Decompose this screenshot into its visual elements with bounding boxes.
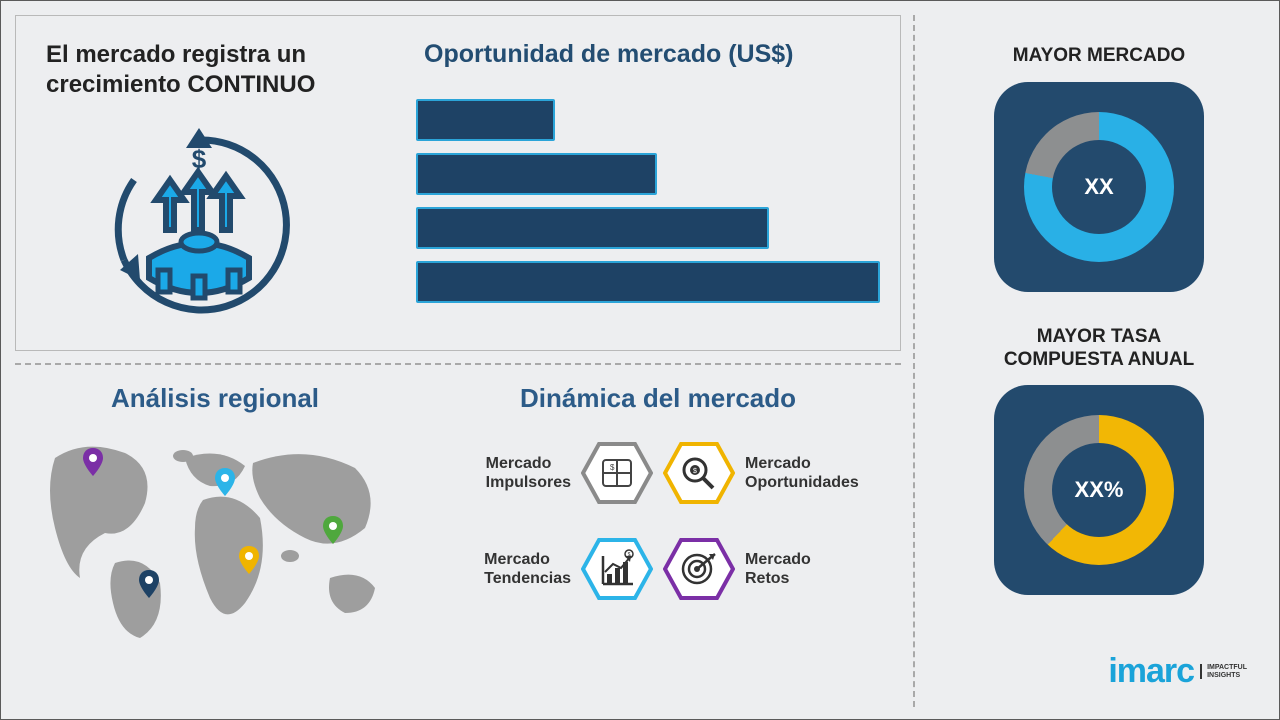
regional-block: Análisis regional bbox=[35, 383, 425, 683]
world-map bbox=[35, 428, 395, 648]
hexagon-icon bbox=[663, 538, 735, 600]
logo: imarc IMPACTFUL INSIGHTS bbox=[1108, 652, 1247, 691]
growth-title-line1: El mercado registra un bbox=[46, 41, 306, 68]
sidebar-card-2: XX% bbox=[994, 385, 1204, 595]
map-pin-icon bbox=[239, 546, 259, 574]
opportunity-bar bbox=[416, 99, 555, 141]
donut-label-2: XX% bbox=[1075, 477, 1124, 503]
opportunity-block: Oportunidad de mercado (US$) bbox=[416, 40, 880, 330]
dynamics-label: MercadoRetos bbox=[745, 550, 811, 588]
hexagon-icon: $ bbox=[663, 442, 735, 504]
dynamics-label: MercadoTendencias bbox=[484, 550, 571, 588]
sidebar-card-1: XX bbox=[994, 82, 1204, 292]
svg-text:$: $ bbox=[628, 552, 631, 558]
bottom-panel: Análisis regional bbox=[15, 363, 901, 693]
sidebar: MAYOR MERCADO XX MAYOR TASA COMPUESTA AN… bbox=[913, 15, 1267, 707]
opportunity-title: Oportunidad de mercado (US$) bbox=[424, 40, 880, 69]
opportunity-bar bbox=[416, 153, 657, 195]
top-panel: El mercado registra un crecimiento CONTI… bbox=[15, 15, 901, 351]
map-pin-icon bbox=[215, 468, 235, 496]
growth-block: El mercado registra un crecimiento CONTI… bbox=[46, 40, 416, 330]
svg-text:$: $ bbox=[693, 468, 697, 475]
opportunity-bar bbox=[416, 261, 880, 303]
logo-tagline: IMPACTFUL INSIGHTS bbox=[1200, 664, 1247, 679]
dynamics-item: MercadoTendencias $ bbox=[425, 538, 653, 600]
opportunity-bars bbox=[416, 99, 880, 303]
map-pin-icon bbox=[83, 448, 103, 476]
sidebar-card-1-wrap: MAYOR MERCADO XX bbox=[951, 45, 1247, 292]
sidebar-title-2: MAYOR TASA COMPUESTA ANUAL bbox=[951, 326, 1247, 372]
dynamics-item: $ MercadoOportunidades bbox=[663, 442, 891, 504]
dynamics-title: Dinámica del mercado bbox=[425, 383, 891, 414]
donut-label-1: XX bbox=[1084, 174, 1113, 200]
map-pin-icon bbox=[139, 570, 159, 598]
regional-title: Análisis regional bbox=[35, 383, 395, 414]
dynamics-label: MercadoImpulsores bbox=[486, 454, 571, 492]
hexagon-icon: $ bbox=[581, 442, 653, 504]
growth-title: El mercado registra un crecimiento CONTI… bbox=[46, 40, 416, 100]
hexagon-icon: $ bbox=[581, 538, 653, 600]
dynamics-item: MercadoImpulsores $ bbox=[425, 442, 653, 504]
sidebar-title-1: MAYOR MERCADO bbox=[951, 45, 1247, 68]
dynamics-item: MercadoRetos bbox=[663, 538, 891, 600]
dynamics-label: MercadoOportunidades bbox=[745, 454, 859, 492]
map-pin-icon bbox=[323, 516, 343, 544]
dynamics-block: Dinámica del mercado MercadoImpulsores$$… bbox=[425, 383, 891, 683]
sidebar-card-2-wrap: MAYOR TASA COMPUESTA ANUAL XX% bbox=[951, 326, 1247, 596]
growth-title-line2: crecimiento CONTINUO bbox=[46, 71, 315, 98]
svg-text:$: $ bbox=[610, 463, 615, 472]
growth-icon: $ bbox=[94, 120, 416, 335]
dynamics-grid: MercadoImpulsores $ $ MercadoOportunidades M… bbox=[425, 442, 891, 600]
logo-text: imarc bbox=[1108, 652, 1194, 691]
opportunity-bar bbox=[416, 207, 769, 249]
